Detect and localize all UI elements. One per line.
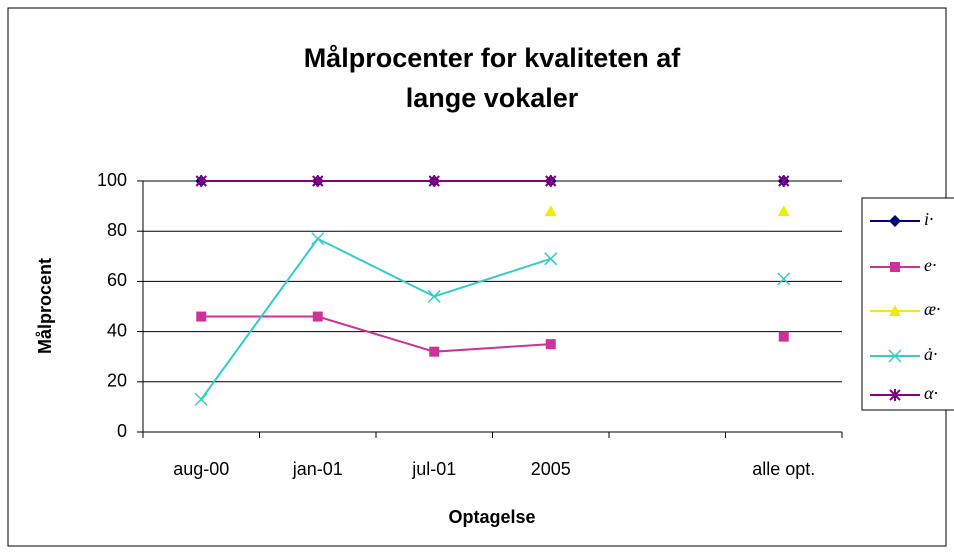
chart-title: Målprocenter for kvaliteten af <box>304 43 682 73</box>
x-tick-label: alle opt. <box>752 459 815 479</box>
legend-label: e· <box>924 255 937 275</box>
marker <box>889 389 901 401</box>
marker <box>544 252 558 266</box>
y-tick-label: 100 <box>97 170 127 190</box>
y-axis-label: Målprocent <box>35 258 55 354</box>
legend-label: i· <box>924 209 934 229</box>
x-tick-label: jul-01 <box>411 459 456 479</box>
marker <box>777 272 791 286</box>
marker <box>427 289 441 303</box>
marker <box>311 232 325 246</box>
marker <box>312 175 324 187</box>
legend-label: æ· <box>924 299 941 319</box>
y-tick-label: 0 <box>117 421 127 441</box>
marker <box>890 262 900 272</box>
marker <box>428 175 440 187</box>
y-tick-label: 80 <box>107 220 127 240</box>
marker <box>196 311 207 322</box>
x-tick-label: aug-00 <box>173 459 229 479</box>
marker <box>545 339 556 350</box>
x-tick-label: 2005 <box>531 459 571 479</box>
marker <box>312 311 323 322</box>
marker <box>545 175 557 187</box>
marker <box>194 392 208 406</box>
y-tick-label: 40 <box>107 320 127 340</box>
y-tick-label: 20 <box>107 371 127 391</box>
x-tick-label: jan-01 <box>292 459 343 479</box>
marker <box>429 346 440 357</box>
marker <box>889 215 901 227</box>
marker <box>778 331 789 342</box>
marker <box>889 305 901 316</box>
marker <box>195 175 207 187</box>
chart-title: lange vokaler <box>406 83 579 113</box>
legend-label: ȧ· <box>924 344 938 364</box>
legend-label: α· <box>924 383 938 403</box>
marker <box>778 175 790 187</box>
marker <box>777 205 790 217</box>
legend-box <box>861 197 954 411</box>
chart-border <box>7 7 947 547</box>
legend: i· e· æ· ȧ· α· <box>861 197 954 411</box>
x-axis-label: Optagelse <box>448 507 535 527</box>
y-tick-label: 60 <box>107 270 127 290</box>
marker <box>544 205 557 217</box>
marker <box>888 349 902 363</box>
